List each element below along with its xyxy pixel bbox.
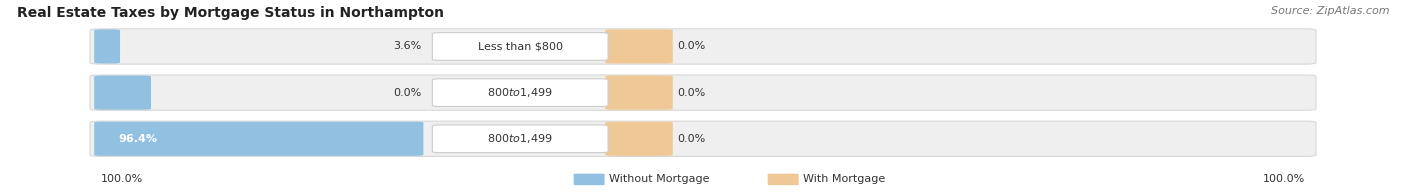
FancyBboxPatch shape	[90, 75, 1316, 110]
Text: 0.0%: 0.0%	[392, 88, 422, 98]
Text: Real Estate Taxes by Mortgage Status in Northampton: Real Estate Taxes by Mortgage Status in …	[17, 6, 444, 20]
FancyBboxPatch shape	[94, 75, 150, 110]
FancyBboxPatch shape	[606, 29, 672, 64]
Text: $800 to $1,499: $800 to $1,499	[488, 132, 553, 145]
Text: 0.0%: 0.0%	[678, 134, 706, 144]
FancyBboxPatch shape	[433, 79, 609, 106]
FancyBboxPatch shape	[606, 75, 672, 110]
FancyBboxPatch shape	[433, 125, 609, 153]
Text: Source: ZipAtlas.com: Source: ZipAtlas.com	[1271, 6, 1389, 16]
FancyBboxPatch shape	[90, 121, 1316, 156]
FancyBboxPatch shape	[768, 174, 799, 185]
FancyBboxPatch shape	[94, 29, 120, 64]
Text: $800 to $1,499: $800 to $1,499	[488, 86, 553, 99]
Text: 3.6%: 3.6%	[392, 42, 422, 51]
FancyBboxPatch shape	[90, 29, 1316, 64]
Text: 0.0%: 0.0%	[678, 88, 706, 98]
Text: Less than $800: Less than $800	[478, 42, 562, 51]
Text: 100.0%: 100.0%	[101, 174, 143, 184]
Text: 96.4%: 96.4%	[118, 134, 157, 144]
FancyBboxPatch shape	[94, 122, 423, 156]
Text: With Mortgage: With Mortgage	[803, 174, 884, 184]
Text: Without Mortgage: Without Mortgage	[609, 174, 709, 184]
FancyBboxPatch shape	[606, 122, 672, 156]
FancyBboxPatch shape	[433, 33, 609, 60]
Text: 0.0%: 0.0%	[678, 42, 706, 51]
FancyBboxPatch shape	[574, 174, 605, 185]
Text: 100.0%: 100.0%	[1263, 174, 1305, 184]
